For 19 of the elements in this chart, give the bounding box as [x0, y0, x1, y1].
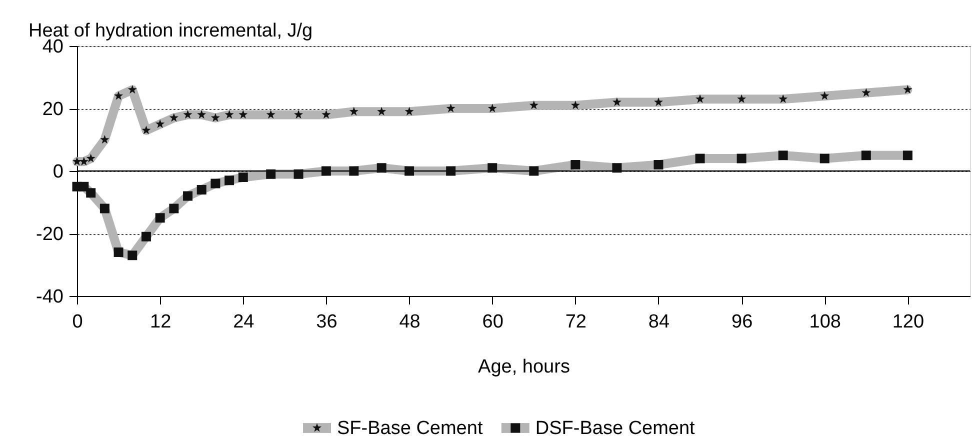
x-tick-label: 48	[399, 312, 420, 332]
y-tick-label: 20	[42, 99, 64, 120]
y-tick-label: 40	[42, 36, 64, 58]
x-tick-label: 96	[731, 312, 753, 332]
y-tick-label: -40	[36, 286, 64, 308]
y-tick-label: -20	[36, 224, 64, 245]
legend-label: DSF-Base Cement	[535, 418, 696, 439]
x-tick-label: 108	[809, 312, 841, 332]
y-tick-label: 0	[52, 162, 64, 182]
x-tick-label: 120	[892, 312, 924, 332]
x-tick-label: 72	[565, 312, 586, 332]
x-axis-title: Age, hours	[478, 356, 570, 378]
x-tick-label: 60	[482, 312, 504, 332]
legend-label: SF-Base Cement	[337, 418, 484, 439]
x-tick-label: 36	[316, 312, 338, 332]
x-tick-label: 84	[648, 312, 670, 332]
x-tick-label: 12	[150, 312, 172, 332]
x-tick-label: 0	[72, 312, 83, 332]
x-tick-label: 24	[233, 312, 255, 332]
